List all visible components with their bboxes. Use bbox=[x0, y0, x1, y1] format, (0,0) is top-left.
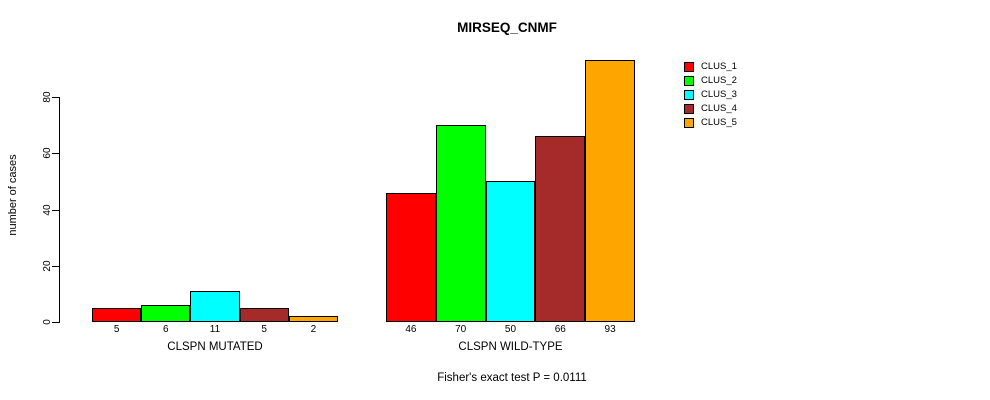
bar-clus_4-mutated bbox=[239, 308, 289, 322]
legend-label: CLUS_3 bbox=[701, 89, 737, 100]
y-tick-label: 80 bbox=[42, 91, 53, 103]
legend-label: CLUS_4 bbox=[701, 103, 737, 114]
bar-clus_4-wild-type bbox=[535, 136, 586, 322]
legend-swatch-icon bbox=[684, 76, 694, 86]
bar-value-label: 2 bbox=[310, 324, 317, 335]
bar-clus_2-wild-type bbox=[435, 125, 486, 322]
legend-swatch-icon bbox=[684, 90, 694, 100]
group-label-mutated: CLSPN MUTATED bbox=[167, 341, 263, 353]
legend-item-clus_3: CLUS_3 bbox=[684, 88, 737, 102]
bar-clus_5-wild-type bbox=[585, 60, 635, 322]
legend: CLUS_1 CLUS_2 CLUS_3 CLUS_4 CLUS_5 bbox=[684, 60, 737, 130]
legend-label: CLUS_1 bbox=[701, 61, 737, 72]
legend-item-clus_5: CLUS_5 bbox=[684, 116, 737, 130]
bar-clus_3-mutated bbox=[190, 291, 240, 322]
legend-label: CLUS_2 bbox=[701, 75, 737, 86]
bar-clus_1-wild-type bbox=[386, 193, 436, 322]
y-tick-mark bbox=[52, 265, 59, 267]
bar-value-label: 93 bbox=[604, 324, 616, 335]
y-tick-label: 40 bbox=[42, 203, 53, 216]
legend-item-clus_1: CLUS_1 bbox=[684, 60, 737, 74]
y-tick-label: 20 bbox=[42, 260, 53, 272]
legend-item-clus_2: CLUS_2 bbox=[684, 74, 737, 88]
y-tick-label: 60 bbox=[42, 147, 53, 159]
legend-item-clus_4: CLUS_4 bbox=[684, 102, 737, 116]
bar-clus_5-mutated bbox=[288, 316, 338, 322]
y-tick-label: 0 bbox=[42, 319, 53, 325]
bar-value-label: 50 bbox=[504, 324, 517, 335]
y-tick-mark bbox=[52, 322, 59, 323]
chart-title: MIRSEQ_CNMF bbox=[457, 20, 557, 35]
group-label-wild-type: CLSPN WILD-TYPE bbox=[458, 341, 563, 353]
bar-value-label: 6 bbox=[163, 324, 169, 335]
bar-value-label: 5 bbox=[113, 324, 120, 335]
bar-clus_2-mutated bbox=[141, 305, 191, 322]
y-tick-mark bbox=[52, 153, 59, 155]
bar-clus_3-wild-type bbox=[485, 181, 536, 322]
bar-clus_1-mutated bbox=[92, 308, 142, 322]
y-axis-title: number of cases bbox=[7, 154, 19, 236]
bar-value-label: 46 bbox=[405, 324, 417, 335]
fisher-test-annotation: Fisher's exact test P = 0.0111 bbox=[437, 372, 587, 384]
y-axis-line bbox=[59, 97, 60, 323]
y-tick-mark bbox=[52, 209, 59, 211]
y-tick-mark bbox=[52, 97, 59, 98]
legend-swatch-icon bbox=[684, 118, 694, 128]
legend-swatch-icon bbox=[684, 104, 694, 114]
bar-value-label: 11 bbox=[209, 324, 221, 335]
bar-value-label: 70 bbox=[455, 324, 467, 335]
legend-label: CLUS_5 bbox=[701, 117, 737, 128]
bar-value-label: 66 bbox=[554, 324, 566, 335]
bar-value-label: 5 bbox=[261, 324, 267, 335]
legend-swatch-icon bbox=[684, 62, 694, 72]
